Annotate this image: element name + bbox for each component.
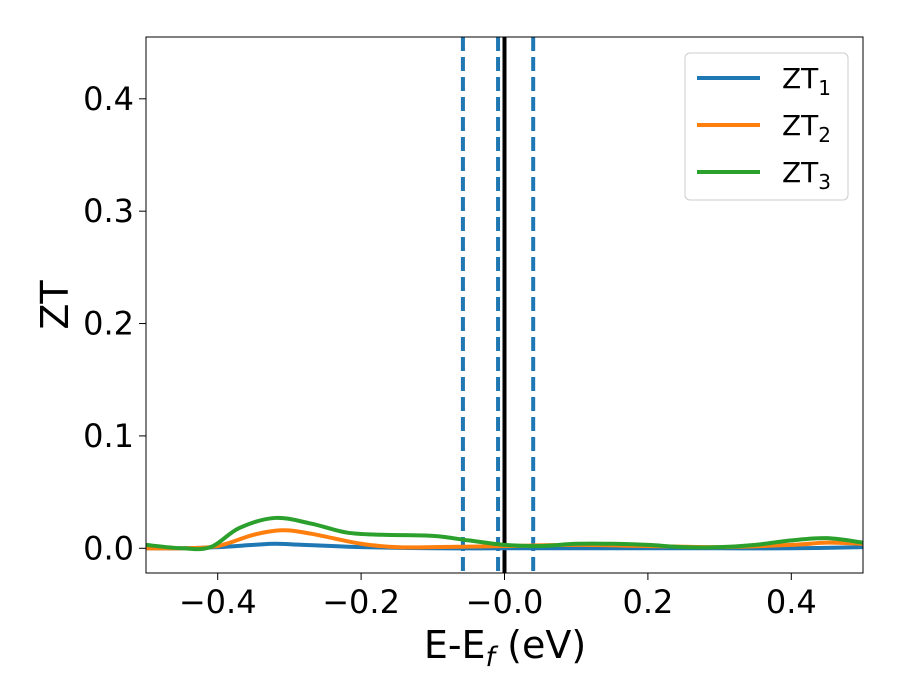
- legend-label-zt1: ZT1: [782, 62, 831, 100]
- x-axis-label-main: E-E: [424, 623, 486, 667]
- x-tick-label: −0.0: [466, 583, 544, 621]
- y-tick-label: 0.2: [83, 305, 134, 343]
- x-tick-label: −0.4: [179, 583, 257, 621]
- x-axis: −0.4 −0.2 −0.0 0.2 0.4: [179, 573, 817, 621]
- legend: ZT1 ZT2 ZT3: [684, 52, 849, 201]
- x-tick-label: 0.2: [622, 583, 673, 621]
- y-tick-label: 0.1: [83, 417, 134, 455]
- legend-label-zt2: ZT2: [782, 109, 831, 147]
- series-layer: [146, 515, 863, 552]
- legend-box: [684, 52, 849, 201]
- y-tick-label: 0.3: [83, 192, 134, 230]
- reference-lines: [460, 37, 536, 573]
- y-tick-label: 0.4: [83, 80, 134, 118]
- series-line-zt3: [146, 515, 863, 552]
- y-axis-label: ZT: [33, 280, 77, 330]
- y-tick-label: 0.0: [83, 529, 134, 567]
- y-axis: 0.0 0.1 0.2 0.3 0.4: [83, 80, 146, 567]
- x-axis-label-unit: (eV): [495, 623, 586, 667]
- x-axis-label: E-Ef (eV): [424, 623, 586, 673]
- legend-label-zt3: ZT3: [782, 156, 831, 194]
- x-tick-label: 0.4: [766, 583, 817, 621]
- x-tick-label: −0.2: [322, 583, 400, 621]
